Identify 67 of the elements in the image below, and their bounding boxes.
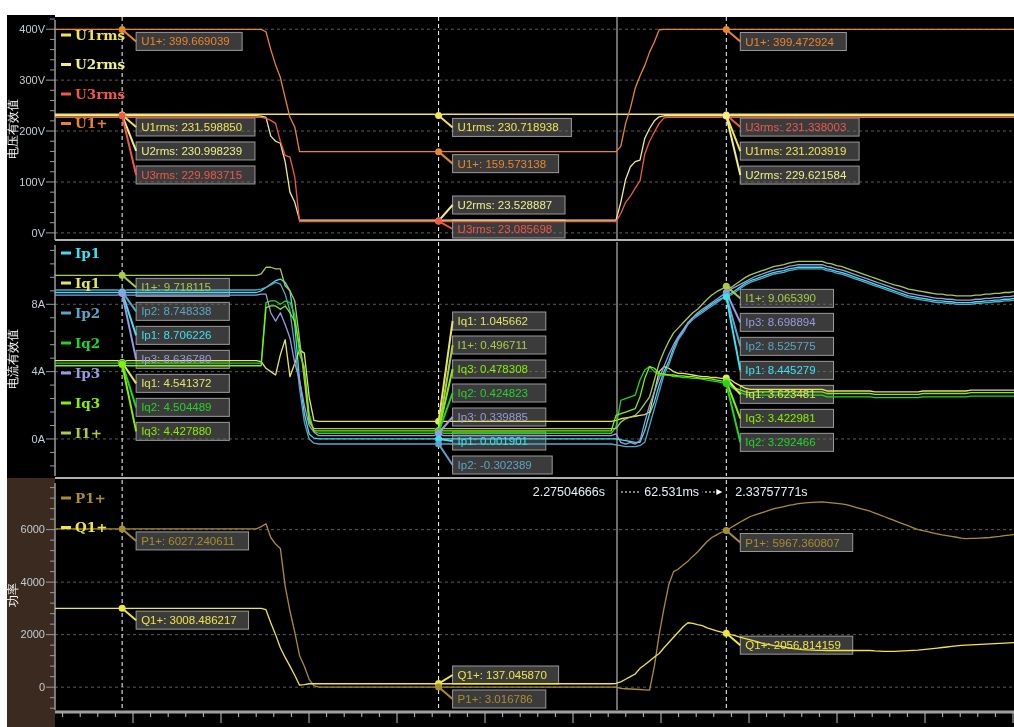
data-label: Iq1: 1.045662 (457, 315, 528, 328)
data-label: U1+: 159.573138 (457, 157, 547, 170)
data-label: U2rms: 230.998239 (141, 144, 243, 157)
data-label: I1+: 9.065390 (745, 292, 816, 305)
data-label: Q1+: 2056.814159 (745, 639, 841, 652)
data-label: P1+: 6027.240611 (141, 534, 235, 547)
y-tick-label: 4A (31, 365, 46, 378)
legend-label: U1rms (75, 26, 126, 43)
y-tick-label: 2000 (20, 628, 45, 641)
data-label: Q1+: 137.045870 (457, 669, 547, 682)
y-tick-label: 300V (19, 73, 46, 86)
legend-label: P1+ (75, 489, 106, 506)
legend-label: Ip2 (75, 304, 101, 321)
data-label: Ip1: 8.706226 (141, 329, 212, 342)
legend-label: U3rms (75, 85, 126, 102)
legend-label: Q1+ (75, 519, 108, 536)
data-label: U3rms: 23.085698 (457, 223, 553, 236)
data-label: Iq3: 4.427880 (141, 425, 212, 438)
data-label: Ip3: 0.339885 (457, 411, 528, 424)
data-label: U3rms: 231.338003 (745, 121, 847, 134)
data-label: Iq2: 0.424823 (457, 387, 528, 400)
y-tick-label: 0V (31, 226, 46, 239)
data-label: U2rms: 229.621584 (745, 169, 847, 182)
y-axis-title: 电压有效值 (6, 98, 21, 159)
data-label: P1+: 5967.360807 (745, 536, 840, 549)
data-label: Iq1: 3.623481 (745, 388, 816, 401)
data-label: Iq3: 0.478308 (457, 363, 528, 376)
data-label: Ip2: 8.748338 (141, 305, 212, 318)
legend-label: Iq2 (75, 334, 101, 351)
legend-label: Ip1 (75, 244, 101, 261)
legend-label: U2rms (75, 56, 126, 73)
y-axis-title: 电流有效值 (6, 329, 21, 389)
legend-label: I1+ (75, 424, 103, 441)
y-tick-label: 100V (19, 175, 46, 188)
y-tick-label: 400V (19, 23, 46, 36)
data-label: U1+: 399.669039 (141, 35, 230, 48)
data-label: Iq3: 3.422981 (745, 412, 816, 425)
data-label: Ip2: -0.302389 (457, 459, 532, 472)
data-label: Ip1: 8.445279 (745, 364, 816, 377)
data-label: Ip2: 8.525775 (745, 340, 816, 353)
y-tick-label: 200V (19, 124, 46, 137)
data-label: U2rms: 23.528887 (457, 199, 553, 212)
y-axis-title: 功率 (6, 583, 21, 607)
data-label: Ip3: 8.698894 (745, 316, 817, 329)
y-tick-label: 6000 (20, 523, 45, 536)
y-tick-label: 4000 (20, 575, 45, 588)
annotation: 2.27504666s (532, 485, 605, 500)
legend-label: U1+ (75, 115, 108, 132)
legend-label: Ip3 (75, 364, 101, 381)
y-tick-label: 0A (31, 432, 46, 445)
data-label: Iq1: 4.541372 (141, 377, 212, 390)
y-tick-label: 8A (31, 298, 46, 311)
data-label: Iq2: 4.504489 (141, 401, 212, 414)
data-label: P1+: 3.016786 (457, 693, 533, 706)
data-label: U3rms: 229.983715 (141, 168, 243, 181)
annotation: 2.33757771s (735, 485, 808, 500)
data-label: Q1+: 3008.486217 (141, 614, 237, 627)
annotation: 62.531ms (644, 485, 700, 500)
data-label: U1rms: 230.718938 (457, 121, 559, 134)
data-label: U1rms: 231.598850 (141, 120, 243, 133)
data-label: Iq2: 3.292466 (745, 436, 816, 449)
legend-label: Iq3 (75, 394, 101, 411)
data-label: U1+: 399.472924 (745, 35, 835, 48)
y-tick-label: 0 (38, 681, 45, 694)
legend-label: Iq1 (75, 274, 101, 291)
data-label: U1rms: 231.203919 (745, 145, 847, 158)
data-label: I1+: 0.496711 (457, 339, 528, 352)
